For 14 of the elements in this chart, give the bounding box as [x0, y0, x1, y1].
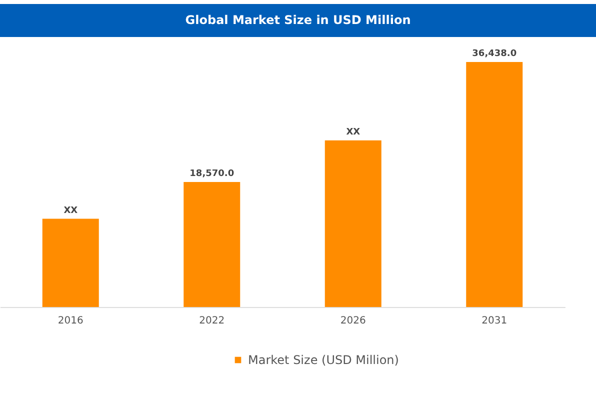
bar — [466, 62, 523, 307]
text: XX — [346, 127, 360, 138]
chart-title: Global Market Size in USD Million — [185, 13, 411, 27]
bar — [184, 182, 240, 307]
x-tick-label: 2026 — [340, 316, 366, 326]
x-tick-label: 2031 — [482, 316, 508, 326]
x-tick-label: 2022 — [199, 316, 225, 326]
bar — [324, 140, 382, 307]
legend-label: Market Size (USD Million) — [248, 353, 399, 367]
bar — [42, 218, 99, 307]
x-tick-label: 2016 — [58, 316, 84, 326]
text: 36,438.0 — [472, 49, 517, 59]
text: XX — [64, 206, 78, 216]
text: 18,570.0 — [190, 169, 234, 180]
